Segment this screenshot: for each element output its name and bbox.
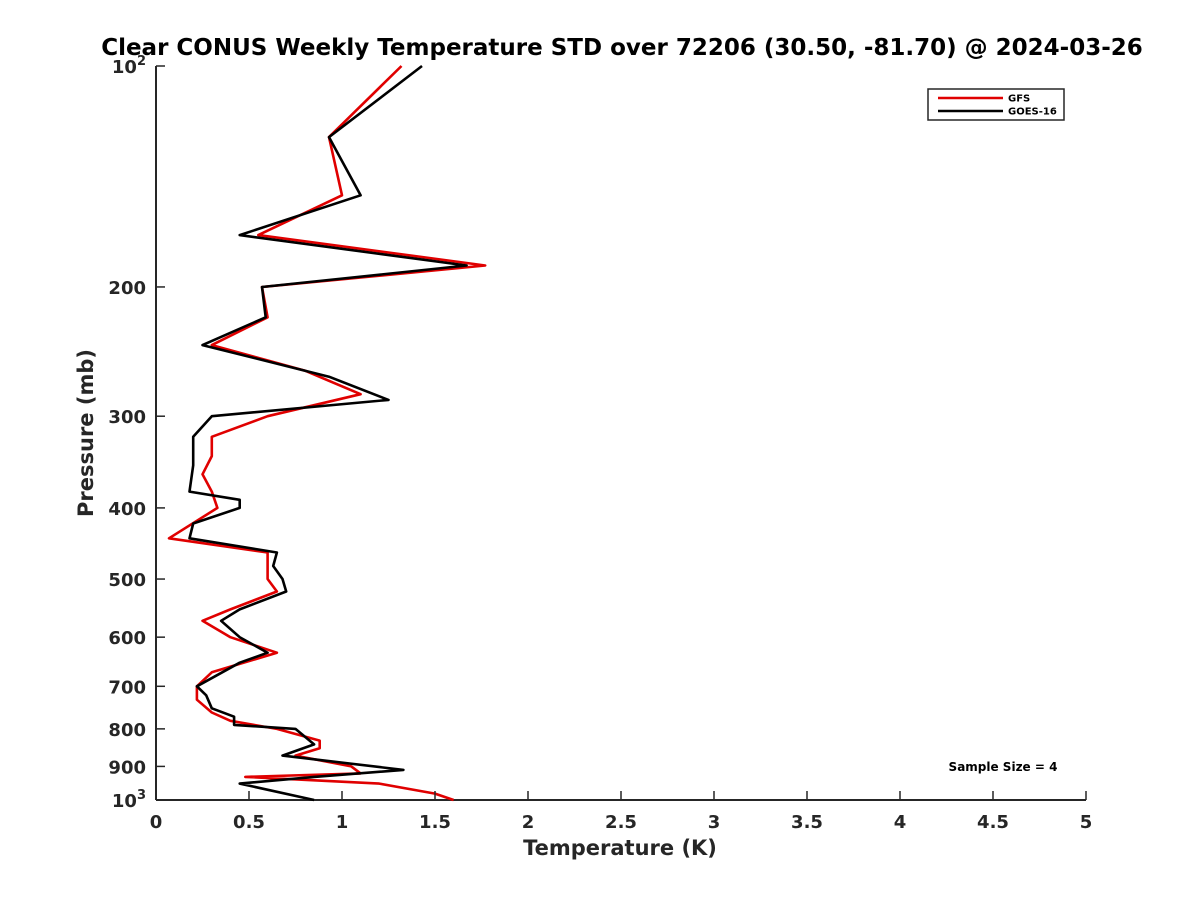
legend-items: GFS GOES-16	[938, 94, 1057, 118]
chart-title: Clear CONUS Weekly Temperature STD over …	[101, 35, 1143, 61]
x-tick-label: 1	[336, 812, 349, 833]
x-tick-label: 5	[1080, 812, 1093, 833]
x-tick-label: 2.5	[605, 812, 637, 833]
legend-label-1: GOES-16	[1008, 107, 1057, 118]
y-tick-label: 103	[112, 788, 146, 812]
y-axis-label: Pressure (mb)	[74, 349, 98, 517]
series-layer	[167, 64, 487, 802]
legend-box	[927, 88, 1065, 121]
y-tick-label: 600	[108, 628, 146, 649]
sample-size-annotation: Sample Size = 4	[949, 760, 1058, 774]
x-tick-label: 0	[150, 812, 163, 833]
legend-label-0: GFS	[1008, 94, 1030, 105]
y-tick-label: 900	[108, 757, 146, 778]
y-ticks: 102 200 300 400 500 600 700 800 900 103	[108, 54, 165, 812]
y-tick-label: 200	[108, 278, 146, 299]
y-tick-label: 800	[108, 720, 146, 741]
legend: GFS GOES-16	[927, 88, 1065, 121]
x-tick-label: 0.5	[233, 812, 265, 833]
x-tick-label: 4	[894, 812, 907, 833]
series-line-1	[188, 64, 468, 802]
x-tick-label: 2	[522, 812, 535, 833]
y-tick-label: 400	[108, 499, 146, 520]
y-tick-label: 700	[108, 677, 146, 698]
x-tick-label: 4.5	[977, 812, 1009, 833]
x-ticks: 0 0.5 1 1.5 2 2.5 3 3.5 4 4.5 5	[150, 791, 1093, 833]
y-tick-label: 500	[108, 570, 146, 591]
x-axis-label: Temperature (K)	[523, 836, 717, 860]
x-tick-label: 3	[708, 812, 721, 833]
series-line-0	[167, 65, 487, 802]
y-tick-label: 102	[112, 54, 146, 78]
x-tick-label: 3.5	[791, 812, 823, 833]
y-tick-label: 300	[108, 407, 146, 428]
x-tick-label: 1.5	[419, 812, 451, 833]
plot-area: 0 0.5 1 1.5 2 2.5 3 3.5 4 4.5 5 102 200 300 400 500 600…	[108, 54, 1092, 833]
